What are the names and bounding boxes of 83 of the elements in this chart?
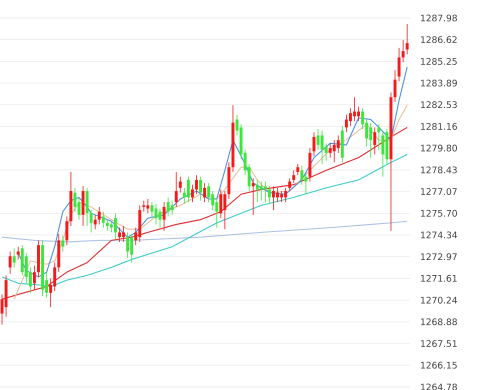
candlestick: [381, 132, 384, 178]
candlestick: [82, 186, 85, 226]
candlestick: [353, 96, 356, 122]
candlestick: [336, 134, 340, 154]
candlestick: [280, 190, 284, 203]
y-tick-label: 1283.89: [421, 80, 457, 86]
y-tick-label: 1274.34: [421, 232, 458, 238]
candlestick: [357, 106, 360, 122]
y-tick-label: 1270.24: [421, 296, 458, 304]
candlestick: [118, 227, 121, 242]
candlestick: [126, 232, 130, 258]
candlestick: [406, 24, 409, 55]
candlestick: [219, 189, 222, 218]
candlestick: [53, 262, 56, 292]
candlestick: [166, 197, 170, 217]
y-tick-label: 1264.78: [421, 384, 457, 390]
y-tick-label: 1282.53: [421, 101, 457, 108]
candlestick: [252, 178, 255, 216]
candlestick: [276, 187, 279, 203]
candlestick: [195, 174, 198, 195]
y-tick-label: 1272.97: [421, 253, 457, 260]
candlestick: [328, 142, 332, 158]
candlestick: [211, 190, 214, 211]
y-tick-label: 1287.98: [421, 14, 457, 22]
candlestick: [114, 212, 117, 240]
candlestick: [122, 226, 126, 242]
candlestick: [377, 124, 380, 150]
candlestick: [402, 40, 405, 63]
candlestick: [398, 48, 401, 82]
candlestick: [316, 128, 320, 150]
candlestick: [207, 182, 210, 203]
candlestick: [394, 70, 396, 102]
y-tick-label: 1281.16: [421, 123, 457, 130]
candlestick: [260, 181, 263, 201]
y-tick-label: 1271.61: [421, 274, 457, 282]
candlestick: [320, 130, 324, 164]
candlestick: [110, 220, 113, 233]
candlestick: [130, 234, 134, 264]
candlestick: [348, 108, 352, 126]
candlestick: [199, 176, 202, 201]
candlestick: [190, 184, 194, 203]
candlestick: [272, 186, 275, 211]
candlestick: [90, 210, 93, 233]
candlestick: [162, 202, 166, 232]
candlestick: [158, 208, 162, 228]
candlestick: [150, 202, 154, 218]
y-tick-label: 1275.70: [421, 210, 457, 217]
candlestick: [146, 198, 150, 214]
candlestick: [32, 265, 36, 290]
candlestick: [106, 219, 109, 232]
candlestick: [8, 251, 12, 274]
y-tick-label: 1278.43: [421, 166, 457, 174]
y-tick-label: 1277.07: [421, 188, 457, 195]
candlestick: [12, 248, 16, 268]
candlestick: [369, 122, 372, 158]
y-tick-label: 1286.62: [421, 36, 457, 44]
candlestick: [24, 252, 28, 284]
y-tick-label: 1268.88: [421, 318, 457, 326]
candlestick: [268, 186, 271, 204]
candlestick: [312, 132, 316, 156]
candlestick: [304, 173, 308, 195]
candlestick: [154, 203, 158, 225]
y-tick-label: 1279.80: [421, 144, 457, 152]
candlestick: [61, 235, 64, 252]
candlestick: [223, 190, 226, 230]
candlestick: [203, 182, 206, 203]
candlestick: [73, 187, 76, 212]
candlestick: [288, 178, 292, 192]
candlestick: [170, 200, 174, 216]
candlestick: [284, 187, 288, 203]
candlestick: [300, 165, 304, 186]
candlestick: [86, 187, 89, 226]
candlestick: [102, 211, 105, 228]
candlestick: [344, 114, 348, 133]
line-series: [18, 66, 408, 278]
y-tick-label: 1266.15: [421, 362, 457, 369]
candlestick: [264, 181, 267, 203]
y-tick-label: 1267.51: [421, 340, 457, 348]
candlestick: [308, 148, 312, 182]
candlestick: [65, 216, 68, 246]
candlestick: [142, 200, 146, 212]
candlestick: [186, 176, 190, 203]
y-tick-label: 1285.25: [421, 58, 457, 65]
